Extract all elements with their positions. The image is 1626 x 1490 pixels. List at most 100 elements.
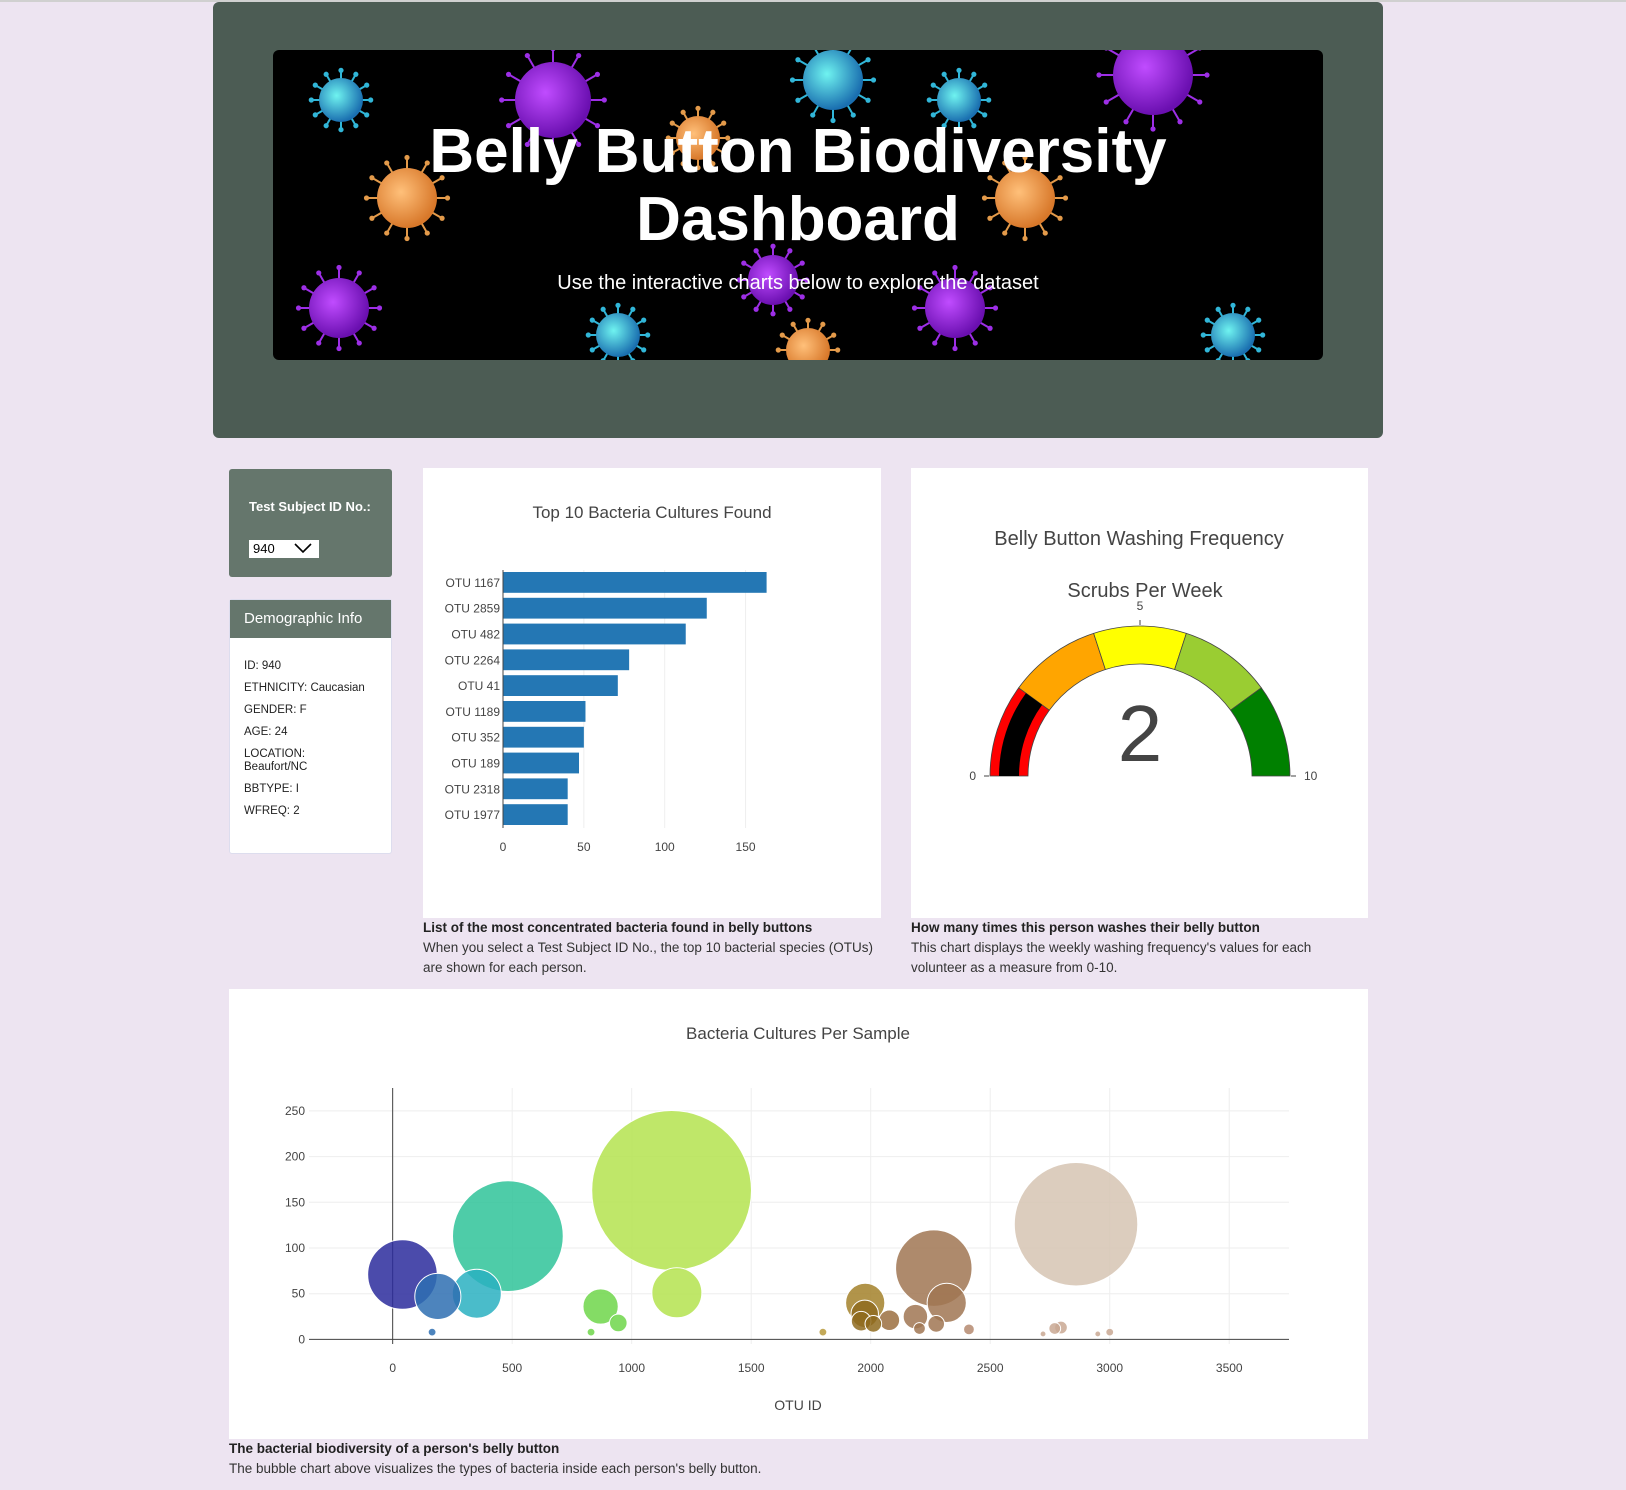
bar-x-tick-label: 50 xyxy=(577,840,591,854)
virus-decoration xyxy=(736,243,810,317)
bubble-x-tick-label: 2000 xyxy=(857,1361,884,1375)
bubble-mark xyxy=(1105,1327,1115,1337)
bubble-mark xyxy=(926,1282,967,1323)
page-title: Belly Button Biodiversity Dashboard xyxy=(273,118,1323,254)
bubble-mark xyxy=(1013,1161,1139,1287)
virus-decoration xyxy=(1096,50,1210,132)
bar-mark xyxy=(503,572,767,593)
bar-mark xyxy=(503,701,586,722)
selected-id: 940 xyxy=(253,541,275,556)
bar-x-tick-label: 150 xyxy=(736,840,756,854)
bar-y-tick-label: OTU 1167 xyxy=(446,576,501,590)
chevron-down-icon xyxy=(294,543,312,554)
virus-decoration xyxy=(911,264,999,352)
bar-chart[interactable]: Top 10 Bacteria Cultures Found 0 50 100 150 O… xyxy=(423,468,881,918)
virus-decoration xyxy=(789,50,877,124)
bar-y-tick-label: OTU 352 xyxy=(451,731,500,745)
gauge-tick-label: 5 xyxy=(1137,599,1144,613)
gauge-step-band xyxy=(1230,687,1291,777)
gauge-tick-label: 10 xyxy=(1304,769,1318,783)
demo-ethnicity: ETHNICITY: Caucasian xyxy=(244,682,365,694)
header-jumbotron: Belly Button Biodiversity Dashboard Use … xyxy=(213,2,1383,438)
bubble-y-tick-label: 100 xyxy=(285,1241,305,1255)
gauge-step-band xyxy=(1093,625,1187,670)
header-banner: Belly Button Biodiversity Dashboard Use … xyxy=(273,50,1323,360)
virus-decoration xyxy=(775,317,841,360)
bubble-mark xyxy=(913,1322,926,1335)
bar-chart-title: Top 10 Bacteria Cultures Found xyxy=(532,503,771,522)
virus-decoration xyxy=(981,154,1069,242)
bubble-mark xyxy=(963,1323,975,1336)
bubble-caption-text: The bubble chart above visualizes the ty… xyxy=(229,1461,762,1476)
gauge-chart-card: Belly Button Washing Frequency Scrubs Per… xyxy=(911,468,1368,918)
bubble-mark xyxy=(927,1315,946,1333)
virus-decoration xyxy=(295,264,383,352)
virus-decoration xyxy=(1200,302,1266,360)
bar-mark xyxy=(503,597,707,619)
bar-y-tick-label: OTU 2318 xyxy=(445,782,501,796)
bubble-x-tick-label: 3500 xyxy=(1216,1361,1243,1375)
virus-decoration xyxy=(308,67,374,133)
bubble-mark xyxy=(427,1327,437,1337)
bubble-mark xyxy=(864,1315,883,1333)
virus-decoration xyxy=(585,302,651,360)
bar-y-tick-label: OTU 2264 xyxy=(445,653,501,667)
virus-decoration xyxy=(926,67,992,133)
title-line-1: Belly Button Biodiversity xyxy=(429,117,1167,186)
virus-background-image xyxy=(295,50,1266,360)
bar-y-tick-label: OTU 41 xyxy=(458,679,500,693)
bubble-mark xyxy=(582,1288,619,1325)
gauge-subtitle: Scrubs Per Week xyxy=(1067,580,1223,602)
bar-mark xyxy=(503,649,630,671)
gauge-chart[interactable]: Belly Button Washing Frequency Scrubs Per… xyxy=(911,468,1368,918)
virus-decoration xyxy=(499,50,607,154)
demographic-info-title: Demographic Info xyxy=(230,600,391,638)
bubble-x-tick-label: 1000 xyxy=(618,1361,645,1375)
bar-y-tick-label: OTU 189 xyxy=(451,757,500,771)
selector-label: Test Subject ID No.: xyxy=(249,499,371,514)
bar-mark xyxy=(503,778,568,800)
gauge-tick-label: 0 xyxy=(969,769,976,783)
bar-mark xyxy=(503,623,686,645)
bar-y-tick-label: OTU 1977 xyxy=(445,808,501,822)
gauge-chart-caption: How many times this person washes their … xyxy=(911,918,1361,978)
top-border xyxy=(0,0,1626,2)
bubble-mark xyxy=(818,1327,828,1337)
bubble-chart-card: Bacteria Cultures Per Sample 0 500 1000 1500… xyxy=(229,989,1368,1439)
bar-caption-text: When you select a Test Subject ID No., t… xyxy=(423,940,873,975)
demographic-info-panel: Demographic Info ID: 940 ETHNICITY: Cauc… xyxy=(229,599,392,854)
bar-chart-card: Top 10 Bacteria Cultures Found 0 50 100 150 O… xyxy=(423,468,881,918)
bar-x-tick-label: 0 xyxy=(500,840,507,854)
bubble-chart-title: Bacteria Cultures Per Sample xyxy=(686,1024,910,1043)
bubble-x-tick-label: 1500 xyxy=(738,1361,765,1375)
demo-wfreq: WFREQ: 2 xyxy=(244,805,300,817)
bubble-mark xyxy=(878,1309,901,1332)
bubble-mark xyxy=(586,1327,596,1337)
bubble-chart-caption: The bacterial biodiversity of a person's… xyxy=(229,1439,1229,1479)
bar-y-tick-label: OTU 2859 xyxy=(445,602,501,616)
virus-decoration xyxy=(363,154,451,242)
bubble-mark xyxy=(451,1180,564,1292)
bubble-chart[interactable]: Bacteria Cultures Per Sample 0 500 1000 1500… xyxy=(229,989,1368,1439)
bar-mark xyxy=(503,675,618,696)
bar-y-tick-label: OTU 482 xyxy=(451,628,500,642)
bubble-y-tick-label: 0 xyxy=(298,1332,305,1346)
title-line-2: Dashboard xyxy=(636,185,960,254)
bubble-x-tick-label: 3000 xyxy=(1096,1361,1123,1375)
subject-selector-well: Test Subject ID No.: 940 xyxy=(229,469,392,577)
bubble-x-tick-label: 500 xyxy=(502,1361,522,1375)
bubble-y-tick-label: 250 xyxy=(285,1104,305,1118)
subject-id-dropdown[interactable]: 940 xyxy=(249,540,319,558)
bubble-y-tick-label: 150 xyxy=(285,1195,305,1209)
bubble-mark xyxy=(651,1267,703,1319)
bubble-mark xyxy=(1094,1330,1102,1338)
demo-bbtype: BBTYPE: I xyxy=(244,783,299,795)
bar-x-tick-label: 100 xyxy=(655,840,675,854)
bubble-y-tick-label: 50 xyxy=(292,1287,306,1301)
gauge-value-number: 2 xyxy=(1118,689,1163,778)
demo-location: LOCATION: Beaufort/NC xyxy=(244,748,308,773)
bubble-mark xyxy=(591,1110,752,1271)
bar-mark xyxy=(503,752,580,774)
bar-mark xyxy=(503,804,568,825)
gauge-caption-text: This chart displays the weekly washing f… xyxy=(911,940,1312,975)
